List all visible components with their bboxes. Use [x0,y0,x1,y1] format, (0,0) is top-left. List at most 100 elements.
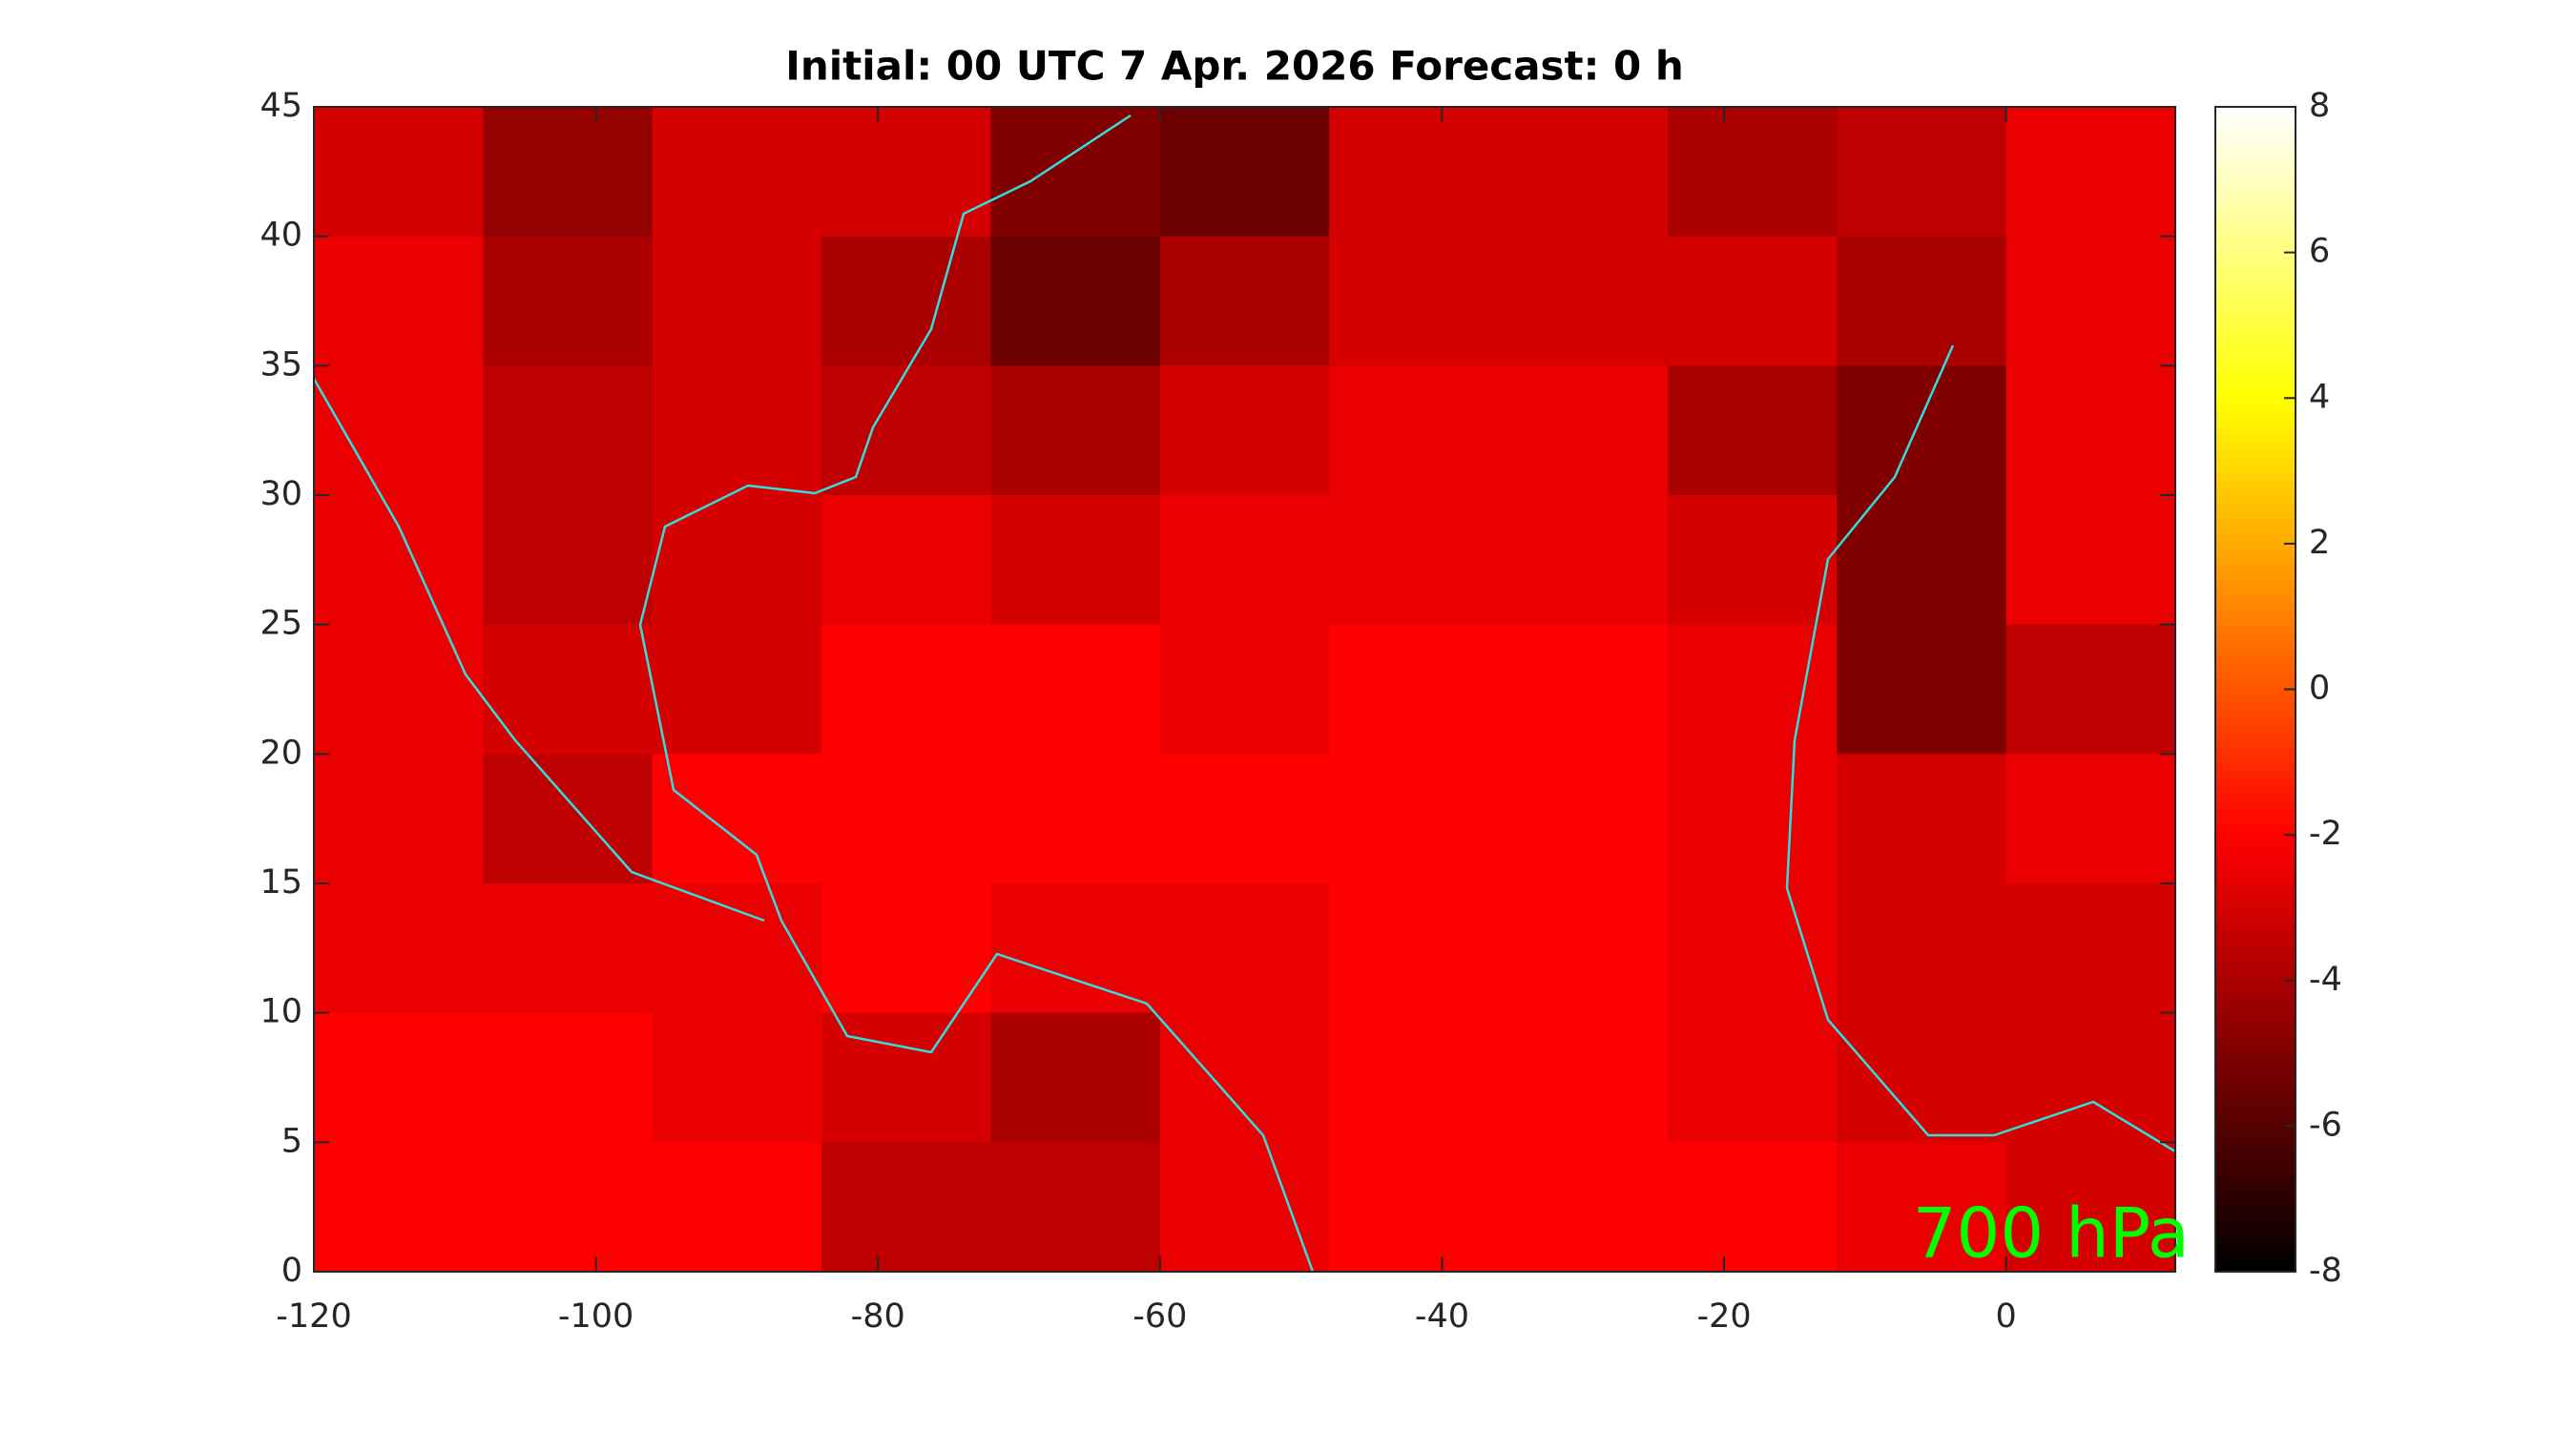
colorbar-step [2215,392,2296,399]
colorbar-step [2215,840,2296,847]
field-cell [1329,236,1500,366]
colorbar-step [2215,899,2296,905]
colorbar-step [2215,287,2296,294]
colorbar-step [2215,1096,2296,1104]
field-cell [1329,1012,1500,1143]
colorbar-step [2215,124,2296,132]
field-cell [1498,1142,1669,1272]
colorbar-step [2215,1231,2296,1237]
colorbar-step [2215,887,2296,894]
colorbar-step [2215,782,2296,789]
colorbar-step [2215,490,2296,498]
y-tick-label: 0 [281,1252,302,1290]
field-cell [483,236,654,366]
colorbar-step [2215,927,2296,935]
y-tick-label: 5 [281,1122,302,1160]
colorbar-step [2215,223,2296,230]
colorbar-step [2215,595,2296,603]
colorbar-step [2215,503,2296,509]
field-cell [314,365,484,496]
colorbar-step [2215,426,2296,434]
field-cell [1667,495,1838,626]
field-cell [483,365,654,496]
field-cell [652,1012,822,1143]
field-cell [1837,1012,2007,1143]
colorbar-step [2215,584,2296,591]
x-tick-label: -120 [276,1297,351,1336]
x-tick-label: -60 [1132,1297,1187,1336]
field-cell [1498,883,1669,1014]
colorbar-step [2215,113,2296,119]
field-cell [1329,365,1500,496]
colorbar-step [2215,217,2296,224]
colorbar-step [2215,1073,2296,1081]
colorbar-step [2215,764,2296,772]
colorbar-step [2215,567,2296,573]
colorbar-step [2215,211,2296,218]
colorbar-step [2215,1038,2296,1046]
field-cell [483,107,654,238]
colorbar-step [2215,357,2296,364]
field-cell [821,1142,991,1272]
colorbar-step [2215,730,2296,736]
colorbar-step [2215,1009,2296,1016]
colorbar-step [2215,1109,2296,1115]
colorbar-step [2215,904,2296,912]
field-cell [821,236,991,366]
colorbar-step [2215,1044,2296,1051]
field-cell [1159,107,1330,238]
field-cell [1498,365,1669,496]
field-cell [990,1142,1161,1272]
colorbar-tick-label: -4 [2309,961,2342,999]
colorbar-step [2215,829,2296,836]
colorbar-step [2215,165,2296,172]
colorbar-step [2215,205,2296,213]
colorbar-step [2215,321,2296,329]
colorbar-step [2215,706,2296,714]
colorbar-step [2215,386,2296,393]
colorbar-step [2215,479,2296,487]
colorbar-step [2215,555,2296,562]
y-tick-label: 20 [260,734,302,772]
field-cell [314,1012,484,1143]
colorbar-step [2215,736,2296,743]
colorbar-tick-label: 4 [2309,378,2330,416]
colorbar-tick-label: 2 [2309,524,2330,562]
colorbar-step [2215,817,2296,824]
colorbar-step [2215,881,2296,888]
y-tick-label: 45 [260,87,302,125]
field-cell [483,1012,654,1143]
colorbar-step [2215,520,2296,528]
colorbar-step [2215,753,2296,760]
colorbar-step [2215,1201,2296,1209]
field-cell [2005,624,2175,755]
colorbar-step [2215,1172,2296,1179]
field-cell [1837,1142,2007,1272]
colorbar-step [2215,415,2296,423]
field-cell [1329,883,1500,1014]
colorbar-step [2215,374,2296,382]
colorbar-step [2215,922,2296,929]
field-cell [1837,236,2007,366]
colorbar-step [2215,1242,2296,1250]
colorbar-step [2215,659,2296,667]
field-cell [652,107,822,238]
colorbar-step [2215,345,2296,353]
field-cell [1498,1012,1669,1143]
colorbar-step [2215,235,2296,242]
colorbar-step [2215,398,2296,404]
colorbar-step [2215,1207,2296,1214]
colorbar-step [2215,450,2296,457]
colorbar-step [2215,724,2296,731]
field-cell [314,624,484,755]
colorbar-step [2215,258,2296,265]
chart-title: Initial: 00 UTC 7 Apr. 2026 Forecast: 0 … [785,43,1684,90]
colorbar-step [2215,1126,2296,1133]
colorbar-step [2215,147,2296,155]
colorbar-step [2215,1254,2296,1261]
field-cell [483,1142,654,1272]
colorbar-step [2215,269,2296,277]
colorbar-step [2215,327,2296,335]
field-cell [652,624,822,755]
colorbar-step [2215,508,2296,515]
